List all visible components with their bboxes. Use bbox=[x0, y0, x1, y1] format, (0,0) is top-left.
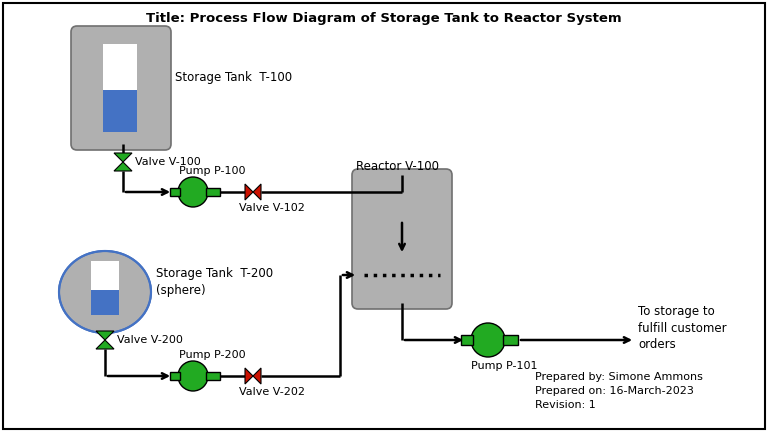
Ellipse shape bbox=[59, 251, 151, 333]
Polygon shape bbox=[245, 184, 253, 200]
Text: Valve V-100: Valve V-100 bbox=[135, 157, 200, 167]
Polygon shape bbox=[114, 162, 132, 171]
Text: Reactor V-100: Reactor V-100 bbox=[356, 161, 439, 174]
Bar bbox=[170, 372, 180, 380]
FancyBboxPatch shape bbox=[352, 169, 452, 309]
Bar bbox=[91, 261, 119, 290]
Text: Valve V-102: Valve V-102 bbox=[239, 203, 305, 213]
Bar bbox=[206, 188, 220, 196]
Text: Valve V-200: Valve V-200 bbox=[117, 335, 183, 345]
Text: Revision: 1: Revision: 1 bbox=[535, 400, 596, 410]
Bar bbox=[91, 290, 119, 315]
Circle shape bbox=[178, 177, 208, 207]
Polygon shape bbox=[253, 368, 261, 384]
Text: To storage to
fulfill customer
orders: To storage to fulfill customer orders bbox=[638, 305, 727, 352]
Polygon shape bbox=[96, 331, 114, 340]
Polygon shape bbox=[253, 184, 261, 200]
Text: Valve V-202: Valve V-202 bbox=[239, 387, 305, 397]
Bar bbox=[104, 90, 137, 132]
Text: Storage Tank  T-100: Storage Tank T-100 bbox=[175, 70, 292, 83]
Text: Pump P-101: Pump P-101 bbox=[471, 361, 538, 371]
Polygon shape bbox=[114, 153, 132, 162]
Bar bbox=[461, 335, 473, 345]
Circle shape bbox=[178, 361, 208, 391]
Text: Pump P-100: Pump P-100 bbox=[179, 166, 246, 176]
Bar bbox=[104, 44, 137, 90]
Bar bbox=[503, 335, 518, 345]
Text: Storage Tank  T-200
(sphere): Storage Tank T-200 (sphere) bbox=[156, 267, 273, 297]
Bar bbox=[170, 188, 180, 196]
FancyBboxPatch shape bbox=[71, 26, 171, 150]
Text: Pump P-200: Pump P-200 bbox=[179, 350, 246, 360]
Bar bbox=[206, 372, 220, 380]
Text: Title: Process Flow Diagram of Storage Tank to Reactor System: Title: Process Flow Diagram of Storage T… bbox=[146, 12, 622, 25]
Circle shape bbox=[471, 323, 505, 357]
Text: Prepared by: Simone Ammons: Prepared by: Simone Ammons bbox=[535, 372, 703, 382]
Polygon shape bbox=[96, 340, 114, 349]
Text: Prepared on: 16-March-2023: Prepared on: 16-March-2023 bbox=[535, 386, 694, 396]
Polygon shape bbox=[245, 368, 253, 384]
